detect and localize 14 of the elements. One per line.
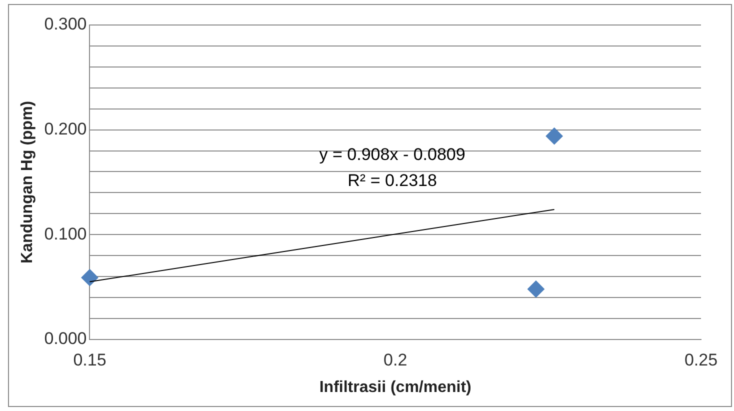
x-tick-label: 0.2 xyxy=(384,350,408,370)
annotation: R² = 0.2318 xyxy=(348,171,437,190)
point xyxy=(527,280,544,298)
x-tick-label: 0.15 xyxy=(73,350,106,370)
y-tick-label: 0.300 xyxy=(44,14,87,34)
y-axis-title: Kandungan Hg (ppm) xyxy=(19,100,36,264)
point xyxy=(81,269,98,286)
x-tick-label: 0.25 xyxy=(684,350,718,370)
point xyxy=(546,128,563,145)
y-tick-label: 0.200 xyxy=(44,119,87,138)
annotation: y = 0.908x - 0.0809 xyxy=(319,145,466,164)
y-tick-label: 0.000 xyxy=(44,329,87,348)
y-tick-label: 0.100 xyxy=(44,224,87,244)
x-axis-title: Infiltrasii (cm/menit) xyxy=(319,378,472,396)
